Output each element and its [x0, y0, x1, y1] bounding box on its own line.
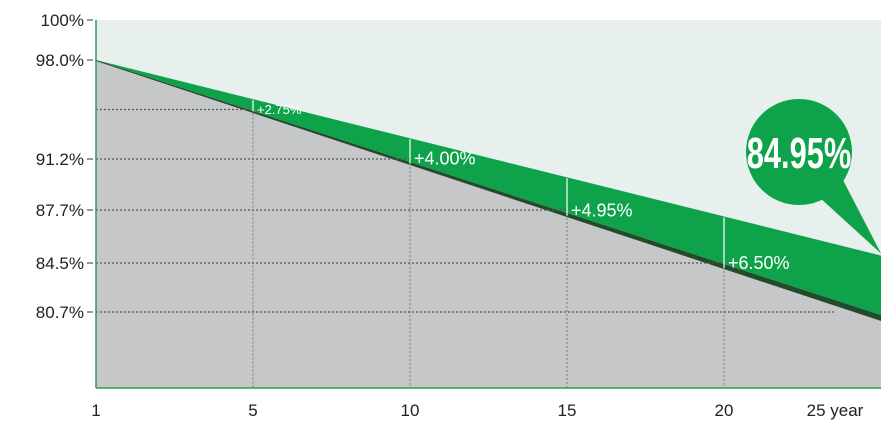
callout-bubble — [746, 99, 852, 205]
y-tick-label: 80.7% — [36, 303, 84, 322]
tick-labels: 100%98.0%91.2%87.7%84.5%80.7%1 5 10 15 20 25 … — [36, 11, 864, 420]
axes — [95, 20, 881, 389]
gain-label: +2.75% — [257, 102, 302, 117]
gain-label: +4.00% — [414, 148, 476, 168]
reference-grid — [96, 108, 835, 388]
x-tick-label: 5 — [248, 401, 257, 420]
y-tick-label: 91.2% — [36, 150, 84, 169]
y-tick-label: 100% — [41, 11, 84, 30]
dark-edge-band — [96, 60, 881, 322]
x-tick-label: 1 — [91, 401, 100, 420]
callout-value: 84.95% — [747, 130, 851, 179]
y-tick-label: 84.5% — [36, 254, 84, 273]
callout: 84.95% — [746, 99, 881, 254]
x-tick-label: 10 — [401, 401, 420, 420]
y-tick-label: 98.0% — [36, 51, 84, 70]
callout-pointer — [819, 180, 881, 254]
x-tick-label: 25 year — [807, 401, 864, 420]
upper-area — [96, 20, 881, 256]
gain-markers: +2.75% +4.00% +4.95% +6.50% — [252, 100, 790, 273]
plot-areas — [96, 20, 881, 388]
x-tick-label: 20 — [715, 401, 734, 420]
x-tick-label: 15 — [558, 401, 577, 420]
lower-area — [96, 60, 881, 388]
gain-label: +6.50% — [728, 253, 790, 273]
y-tick-label: 87.7% — [36, 201, 84, 220]
gain-label: +4.95% — [571, 201, 633, 221]
